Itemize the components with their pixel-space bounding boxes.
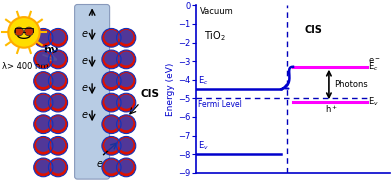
Text: e: e xyxy=(82,56,88,66)
Circle shape xyxy=(104,138,119,152)
Text: CIS: CIS xyxy=(305,25,323,35)
Circle shape xyxy=(117,28,136,47)
Text: Fermi Level: Fermi Level xyxy=(198,100,242,109)
Circle shape xyxy=(51,95,65,109)
Circle shape xyxy=(104,51,119,66)
Circle shape xyxy=(36,138,51,152)
Circle shape xyxy=(34,93,53,112)
Circle shape xyxy=(49,50,67,69)
Circle shape xyxy=(117,115,136,134)
Text: hν: hν xyxy=(43,45,59,55)
Circle shape xyxy=(104,30,119,44)
Circle shape xyxy=(104,159,119,174)
Circle shape xyxy=(102,136,121,155)
Circle shape xyxy=(49,28,67,47)
Circle shape xyxy=(119,159,133,174)
Circle shape xyxy=(119,51,133,66)
Circle shape xyxy=(102,158,121,177)
Circle shape xyxy=(117,136,136,155)
Circle shape xyxy=(117,158,136,177)
Circle shape xyxy=(51,51,65,66)
Circle shape xyxy=(119,138,133,152)
Circle shape xyxy=(102,28,121,47)
Circle shape xyxy=(104,116,119,130)
Circle shape xyxy=(51,159,65,174)
Circle shape xyxy=(15,27,24,36)
Circle shape xyxy=(36,95,51,109)
Circle shape xyxy=(49,115,67,134)
Circle shape xyxy=(51,138,65,152)
Circle shape xyxy=(102,72,121,90)
Circle shape xyxy=(34,158,53,177)
Circle shape xyxy=(119,30,133,44)
Text: e: e xyxy=(82,29,88,39)
Text: E$_v$: E$_v$ xyxy=(368,96,379,108)
Circle shape xyxy=(36,30,51,44)
Circle shape xyxy=(51,73,65,87)
Text: e: e xyxy=(82,110,88,120)
Text: e: e xyxy=(82,83,88,93)
Circle shape xyxy=(117,72,136,90)
Circle shape xyxy=(102,50,121,69)
Circle shape xyxy=(34,50,53,69)
Text: Photons: Photons xyxy=(334,80,368,89)
Text: E$_c$: E$_c$ xyxy=(198,74,209,87)
Circle shape xyxy=(51,30,65,44)
Circle shape xyxy=(34,72,53,90)
Y-axis label: Energy (eV): Energy (eV) xyxy=(166,62,175,116)
Circle shape xyxy=(36,51,51,66)
Circle shape xyxy=(49,93,67,112)
Text: E$_c$: E$_c$ xyxy=(368,60,378,73)
Circle shape xyxy=(49,72,67,90)
Circle shape xyxy=(104,73,119,87)
Text: TiO$_2$: TiO$_2$ xyxy=(204,29,226,43)
Circle shape xyxy=(51,116,65,130)
Circle shape xyxy=(49,136,67,155)
Text: λ> 400 nm: λ> 400 nm xyxy=(2,62,48,71)
Circle shape xyxy=(102,115,121,134)
Circle shape xyxy=(117,93,136,112)
Text: e: e xyxy=(96,159,102,169)
Circle shape xyxy=(25,27,33,36)
Circle shape xyxy=(104,95,119,109)
Circle shape xyxy=(119,73,133,87)
Circle shape xyxy=(49,158,67,177)
Circle shape xyxy=(117,50,136,69)
Circle shape xyxy=(34,28,53,47)
Circle shape xyxy=(36,116,51,130)
Circle shape xyxy=(119,116,133,130)
Circle shape xyxy=(8,17,40,48)
Text: E$_v$: E$_v$ xyxy=(198,140,209,152)
Circle shape xyxy=(34,136,53,155)
Circle shape xyxy=(36,159,51,174)
FancyBboxPatch shape xyxy=(74,4,110,179)
Circle shape xyxy=(102,93,121,112)
Text: Vacuum: Vacuum xyxy=(200,7,234,16)
Circle shape xyxy=(119,95,133,109)
Circle shape xyxy=(36,73,51,87)
Text: h$^+$: h$^+$ xyxy=(325,104,338,115)
Text: e$^-$: e$^-$ xyxy=(368,56,380,66)
Text: CIS: CIS xyxy=(140,89,159,99)
Circle shape xyxy=(34,115,53,134)
